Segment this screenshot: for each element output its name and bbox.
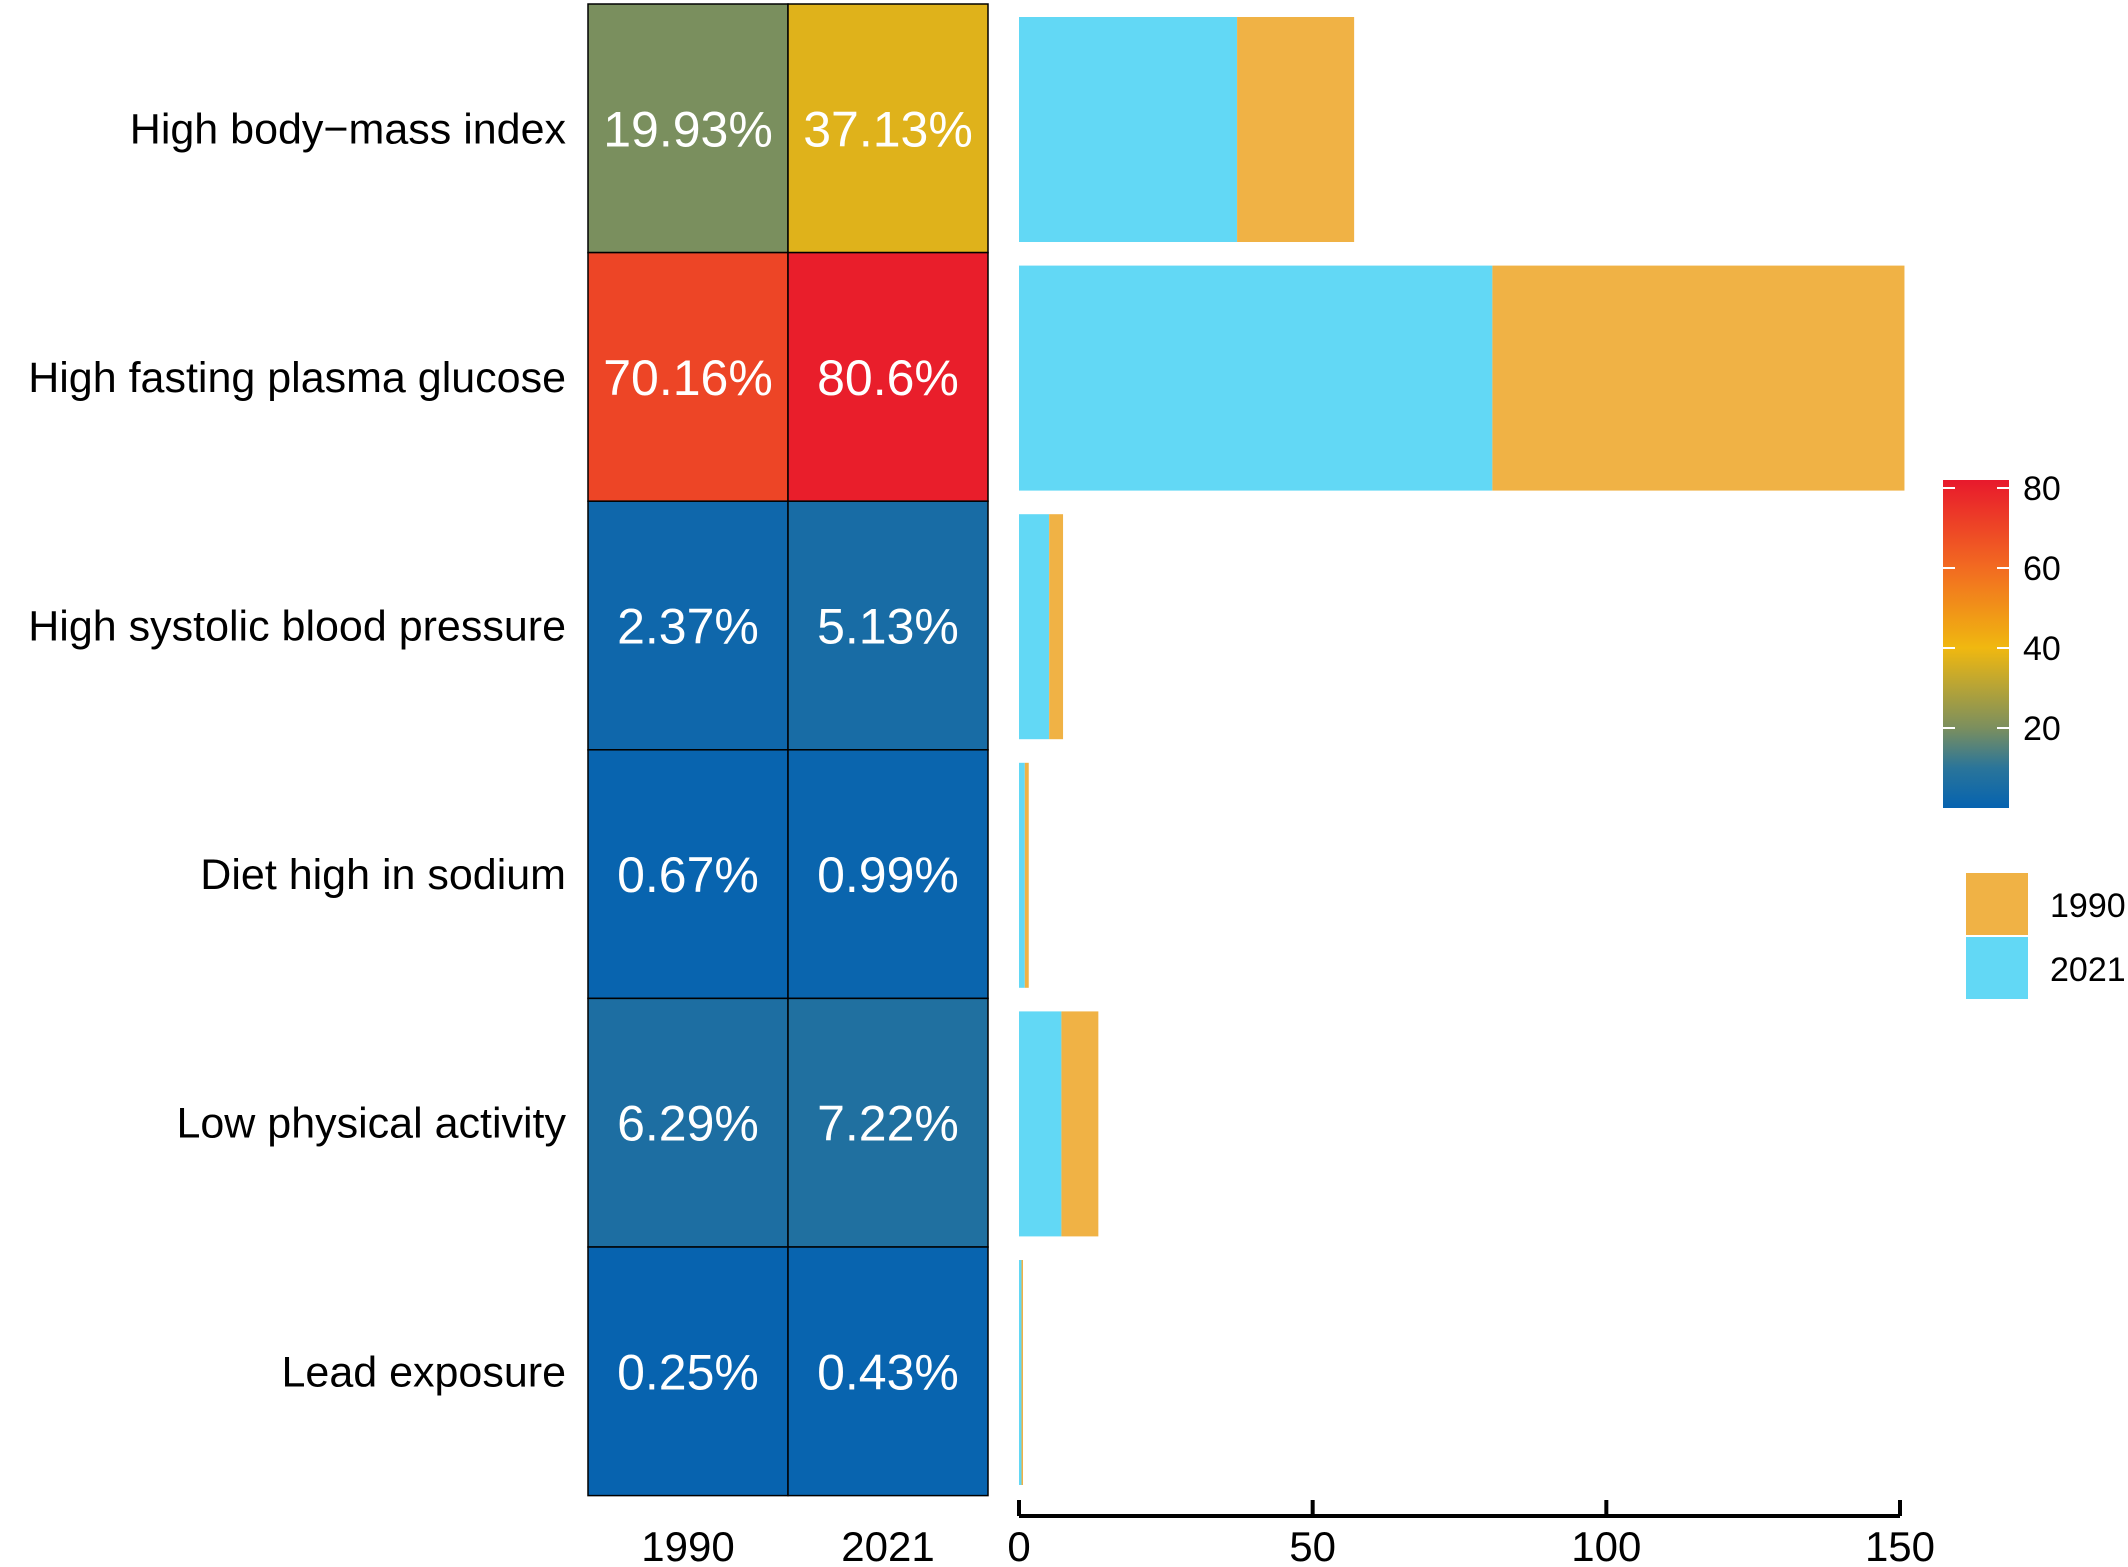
colorbar: 20 40 60 80 <box>1943 470 2061 808</box>
row-label: High systolic blood pressure <box>28 603 566 651</box>
heatmap-cell <box>787 500 989 751</box>
heatmap-column-label: 2021 <box>841 1523 934 1567</box>
heatmap-cell <box>587 251 789 502</box>
bar-1990 <box>1024 762 1029 988</box>
heatmap-cell <box>587 3 789 254</box>
legend-swatch <box>1966 937 2028 999</box>
heatmap-column-labels: 1990 2021 <box>641 1523 934 1567</box>
legend-label: 2021 <box>2050 951 2126 989</box>
heatmap-cell <box>587 749 789 1000</box>
bar-2021 <box>1019 265 1493 491</box>
bar-1990 <box>1021 1260 1023 1485</box>
row-labels: High body−mass index High fasting plasma … <box>28 105 566 1396</box>
heatmap-cell <box>787 251 989 502</box>
heatmap-cell <box>787 3 989 254</box>
bar-x-axis: 0 50 100 150 <box>1007 1500 1935 1567</box>
heatmap-cell-label: 7.22% <box>817 1096 959 1152</box>
legend-label: 1990 <box>2050 887 2126 925</box>
heatmap-cell-label: 2.37% <box>617 599 759 655</box>
colorbar-gradient <box>1943 480 2009 808</box>
bar-2021 <box>1019 1011 1062 1237</box>
bar-1990 <box>1237 17 1355 242</box>
legend-swatch <box>1966 873 2028 935</box>
heatmap-cell <box>787 997 989 1248</box>
row-label: Diet high in sodium <box>200 851 566 899</box>
bar-1990 <box>1492 265 1905 491</box>
heatmap-cell-label: 0.99% <box>817 847 959 903</box>
heatmap-cell-label: 70.16% <box>603 350 773 406</box>
heatmap-column-label: 1990 <box>641 1523 734 1567</box>
heatmap-cell-label: 5.13% <box>817 599 959 655</box>
row-label: High fasting plasma glucose <box>28 354 566 402</box>
bar-2021 <box>1019 762 1025 988</box>
heatmap: 19.93% 37.13% 70.16% 80.6% 2.37% 5.13% 0.67% 0.… <box>587 3 989 1497</box>
heatmap-cell <box>587 500 789 751</box>
heatmap-cell-label: 37.13% <box>803 101 973 157</box>
x-tick-label: 0 <box>1007 1523 1030 1567</box>
bar-2021 <box>1019 1260 1022 1485</box>
bar-1990 <box>1061 1011 1099 1237</box>
heatmap-cell-label: 0.25% <box>617 1344 759 1400</box>
heatmap-cell-label: 80.6% <box>817 350 959 406</box>
row-label: Low physical activity <box>176 1100 566 1148</box>
x-tick-label: 50 <box>1289 1523 1336 1567</box>
heatmap-cell <box>787 1246 989 1497</box>
heatmap-cell-label: 0.67% <box>617 847 759 903</box>
heatmap-cell <box>787 749 989 1000</box>
legend: 1990 2021 <box>1966 873 2126 999</box>
bar-2021 <box>1019 17 1238 242</box>
stacked-bar-chart <box>1019 17 1905 1485</box>
colorbar-tick-label: 20 <box>2023 710 2061 748</box>
colorbar-tick-label: 40 <box>2023 630 2061 668</box>
heatmap-cell-label: 0.43% <box>817 1344 959 1400</box>
row-label: Lead exposure <box>282 1348 567 1396</box>
colorbar-tick-label: 80 <box>2023 470 2061 508</box>
heatmap-cell-label: 19.93% <box>603 101 773 157</box>
colorbar-tick-label: 60 <box>2023 550 2061 588</box>
bar-2021 <box>1019 514 1050 740</box>
x-tick-label: 100 <box>1571 1523 1641 1567</box>
bar-1990 <box>1049 514 1064 740</box>
row-label: High body−mass index <box>130 105 567 153</box>
x-tick-label: 150 <box>1865 1523 1935 1567</box>
heatmap-cell-label: 6.29% <box>617 1096 759 1152</box>
